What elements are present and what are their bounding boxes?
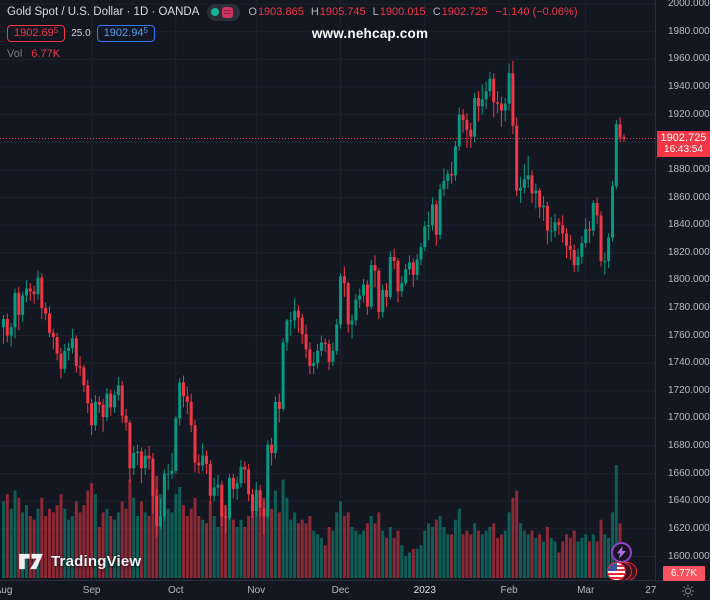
price-tick-label: 1780.000 [668, 302, 710, 313]
price-tick-label: 1740.000 [668, 357, 710, 369]
price-tick-label: 1680.000 [668, 440, 710, 451]
price-tick-label: 1880.000 [668, 163, 710, 175]
price-tick-label: 1840.000 [668, 219, 710, 231]
price-tick-label: 1980.000 [668, 25, 710, 37]
watermark: www.nehcap.com [311, 26, 429, 41]
tradingview-logo[interactable]: TradingView [18, 552, 141, 571]
volume-axis-label: 6.77K [663, 566, 705, 581]
candlestick-chart[interactable] [0, 0, 655, 580]
time-tick-label: 2023 [413, 585, 436, 596]
buy-ask-button[interactable]: 1902.945 [96, 25, 155, 42]
change-value: −1.140 (−0.06%) [495, 6, 578, 18]
ohlc-readout: O1903.865 H1905.745 L1900.015 C1902.725 … [248, 6, 578, 18]
price-tick-label: 1860.000 [668, 191, 710, 203]
market-open-dot-icon [211, 8, 220, 16]
us-flag-coin-icon [607, 562, 626, 580]
chart-plot-area[interactable]: www.nehcap.com Gold Spot / U.S. Dollar ·… [0, 0, 655, 580]
axis-settings-gear-icon[interactable] [681, 584, 695, 598]
bar-countdown: 16:43:54 [664, 144, 703, 155]
price-tick-label: 1700.000 [668, 412, 710, 424]
lightning-icon [616, 546, 627, 559]
price-tick-label: 1820.000 [668, 246, 710, 258]
time-tick-label: Nov [247, 585, 266, 596]
price-tick-label: 1640.000 [668, 495, 710, 507]
last-price-value: 1902.725 [660, 132, 707, 144]
price-tick-label: 1940.000 [668, 81, 710, 92]
open-value: 1903.865 [257, 6, 304, 18]
price-tick-label: 1760.000 [668, 329, 710, 341]
price-tick-label: 1660.000 [668, 467, 710, 479]
time-tick-label: Aug [0, 585, 13, 596]
economic-events-marker[interactable] [607, 562, 639, 580]
spread-value: 25.0 [71, 28, 91, 39]
price-axis[interactable]: 2000.000 1980.000 1960.000 1940.000 1920.000… [655, 0, 710, 581]
tradingview-logo-mark-icon [19, 553, 43, 570]
tradingview-logo-text: TradingView [51, 553, 142, 570]
price-tick-label: 1800.000 [668, 274, 710, 286]
broker-badge-icon [222, 6, 234, 18]
time-tick-label: Mar [577, 585, 595, 596]
price-tick-label: 2000.000 [668, 0, 710, 10]
time-tick-label: Feb [500, 585, 518, 596]
grid-lines [0, 0, 655, 580]
low-value: 1900.015 [379, 6, 426, 18]
news-event-marker[interactable] [611, 542, 632, 563]
symbol-title[interactable]: Gold Spot / U.S. Dollar · 1D · OANDA [7, 6, 200, 18]
price-tick-label: 1960.000 [668, 53, 710, 65]
time-tick-label: Dec [331, 585, 350, 596]
high-value: 1905.745 [319, 6, 366, 18]
time-axis[interactable]: Aug Sep Oct Nov Dec 2023 Feb Mar 27 [0, 580, 710, 600]
price-tick-label: 1920.000 [668, 108, 710, 120]
last-price-label: 1902.725 16:43:54 [657, 131, 710, 157]
sell-bid-button[interactable]: 1902.695 [7, 25, 66, 42]
price-tick-label: 1720.000 [668, 384, 710, 396]
time-tick-label: Oct [168, 585, 184, 596]
volume-legend: Vol 6.77K [7, 48, 61, 60]
price-tick-label: 1600.000 [668, 550, 710, 562]
market-status-pill[interactable] [207, 3, 241, 21]
price-tick-label: 1620.000 [668, 522, 710, 534]
chart-legend: Gold Spot / U.S. Dollar · 1D · OANDA O19… [7, 3, 578, 60]
candles [2, 60, 626, 538]
close-value: 1902.725 [441, 6, 488, 18]
time-tick-label: 27 [645, 585, 657, 596]
time-tick-label: Sep [82, 585, 101, 596]
volume-bars [2, 465, 626, 578]
volume-legend-value: 6.77K [31, 48, 61, 60]
